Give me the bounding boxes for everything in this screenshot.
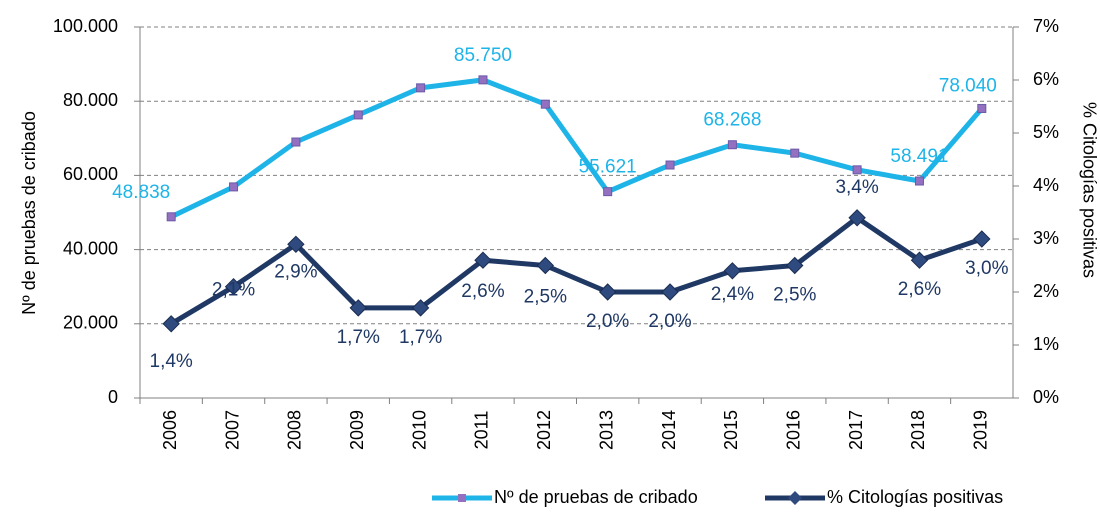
data-label: 2,4% xyxy=(711,284,754,305)
x-tick-label: 2013 xyxy=(596,410,616,450)
data-label: 78.040 xyxy=(939,75,997,96)
point xyxy=(162,315,180,333)
point xyxy=(665,160,675,170)
point xyxy=(416,83,426,93)
series-line xyxy=(169,215,983,326)
data-label: 48.838 xyxy=(112,182,170,203)
point xyxy=(349,299,367,317)
legend-marker xyxy=(458,494,466,502)
x-tick-label: 2017 xyxy=(846,410,866,450)
point xyxy=(536,256,555,275)
point xyxy=(474,251,492,269)
point xyxy=(848,209,866,227)
data-label: 3,4% xyxy=(835,177,878,198)
x-tick-label: 2006 xyxy=(160,410,180,450)
y-tick-label: 100.000 xyxy=(53,16,118,36)
data-label: 2,6% xyxy=(461,281,504,302)
legend-marker xyxy=(788,491,802,505)
point xyxy=(727,140,737,150)
point xyxy=(291,137,301,147)
point xyxy=(786,256,804,275)
data-label: 3,0% xyxy=(965,258,1008,279)
data-label: 58.491 xyxy=(890,146,948,167)
x-tick-label: 2010 xyxy=(409,410,429,450)
point xyxy=(411,299,430,317)
series-line xyxy=(170,77,984,220)
data-label: 1,7% xyxy=(399,327,442,348)
y2-tick-label: 5% xyxy=(1033,122,1059,142)
point xyxy=(598,283,617,301)
data-label: 2,5% xyxy=(773,285,816,306)
point xyxy=(977,103,987,113)
x-tick-label: 2018 xyxy=(908,410,928,450)
point xyxy=(852,165,862,175)
y2-tick-label: 2% xyxy=(1033,281,1059,301)
y-tick-label: 20.000 xyxy=(63,313,118,333)
data-label: 2,1% xyxy=(212,280,255,301)
legend-label: Nº de pruebas de cribado xyxy=(494,487,698,507)
point xyxy=(353,110,363,120)
y2-tick-label: 3% xyxy=(1033,228,1059,248)
y-tick-label: 0 xyxy=(108,387,118,407)
y-tick-label: 60.000 xyxy=(63,164,118,184)
point xyxy=(914,176,924,186)
data-label: 2,0% xyxy=(586,311,629,332)
legend-label: % Citologías positivas xyxy=(827,487,1003,507)
x-tick-label: 2019 xyxy=(971,410,991,450)
y2-tick-label: 1% xyxy=(1033,334,1059,354)
data-label: 1,7% xyxy=(337,327,380,348)
x-tick-label: 2011 xyxy=(472,411,492,450)
x-tick-label: 2007 xyxy=(222,410,242,450)
x-tick-label: 2016 xyxy=(784,410,804,450)
data-label: 55.621 xyxy=(579,157,637,178)
point xyxy=(603,187,613,197)
point xyxy=(287,235,305,254)
y2-tick-label: 7% xyxy=(1033,16,1059,36)
point xyxy=(723,262,742,280)
point xyxy=(973,230,991,248)
y2-tick-label: 6% xyxy=(1033,69,1059,89)
y2-tick-label: 0% xyxy=(1033,387,1059,407)
point xyxy=(661,283,679,301)
point xyxy=(229,182,239,192)
point xyxy=(540,99,550,109)
point xyxy=(224,277,243,296)
point xyxy=(478,75,488,85)
data-label: 2,0% xyxy=(648,311,691,332)
x-tick-label: 2014 xyxy=(659,410,679,450)
x-tick-label: 2015 xyxy=(721,410,741,450)
data-label: 85.750 xyxy=(454,45,512,66)
x-tick-label: 2012 xyxy=(534,410,554,450)
point xyxy=(166,212,176,222)
x-tick-label: 2008 xyxy=(285,410,305,450)
y-tick-label: 80.000 xyxy=(63,90,118,110)
y2-tick-label: 4% xyxy=(1033,175,1059,195)
data-label: 2,5% xyxy=(524,287,567,308)
data-label: 1,4% xyxy=(150,351,193,372)
point xyxy=(790,148,800,158)
point xyxy=(910,251,929,269)
y2-axis-title: % Citologías positivas xyxy=(1079,102,1099,278)
x-tick-label: 2009 xyxy=(347,410,367,450)
data-label: 2,9% xyxy=(274,261,317,282)
data-label: 2,6% xyxy=(898,279,941,300)
y-axis-title: Nº de pruebas de cribado xyxy=(19,111,39,315)
data-label: 68.268 xyxy=(703,110,761,131)
y-tick-label: 40.000 xyxy=(63,238,118,258)
